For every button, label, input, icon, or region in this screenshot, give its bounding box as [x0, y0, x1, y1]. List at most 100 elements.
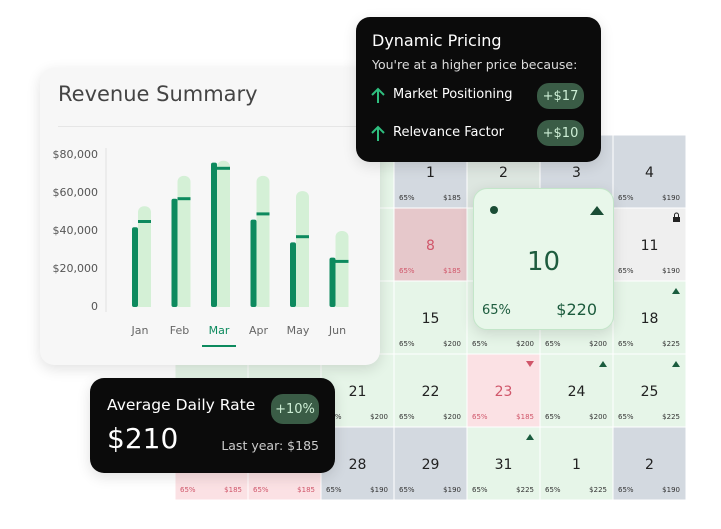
- day-number: 1: [572, 457, 581, 473]
- day-pct: 65%: [472, 340, 488, 348]
- day-cell: [540, 427, 613, 500]
- day-price: $190: [662, 267, 680, 275]
- day-number: 29: [422, 457, 440, 473]
- up-icon: [590, 206, 604, 215]
- day-price: $200: [589, 413, 607, 421]
- day-pct: 65%: [399, 194, 415, 202]
- bar: [290, 242, 296, 307]
- lock-icon: [673, 217, 680, 222]
- day-price: $200: [516, 340, 534, 348]
- day-cell: [394, 281, 467, 354]
- adr-card: Average Daily Rate $210 +10% Last year: …: [90, 378, 335, 473]
- bar-background-foot: [335, 301, 349, 307]
- day-pct: 65%: [472, 486, 488, 494]
- day-number: 18: [641, 311, 659, 327]
- day-pct: 65%: [253, 486, 269, 494]
- up-icon: [672, 288, 680, 294]
- bar-background-foot: [296, 301, 309, 307]
- day-price: $185: [443, 267, 461, 275]
- bar-background: [256, 175, 270, 307]
- day-number: 15: [422, 311, 440, 327]
- day-price: $185: [297, 486, 315, 494]
- adr-last-year: Last year: $185: [221, 438, 319, 453]
- bar: [329, 257, 336, 307]
- up-icon: [672, 361, 680, 367]
- day-pct: 65%: [618, 486, 634, 494]
- bar-background-foot: [138, 301, 151, 307]
- x-tick-label: Mar: [209, 324, 230, 337]
- arrows: [371, 87, 385, 141]
- day-number: 23: [495, 384, 513, 400]
- y-tick-label: $60,000: [53, 186, 99, 199]
- tile-price: $220: [556, 300, 597, 319]
- bar: [171, 198, 178, 307]
- day-price: $200: [443, 413, 461, 421]
- bar-background: [335, 231, 349, 307]
- day-pct: 65%: [545, 413, 561, 421]
- day-price: $190: [443, 486, 461, 494]
- day-pct: 65%: [545, 340, 561, 348]
- day-price: $225: [589, 486, 607, 494]
- pricing-title: Dynamic Pricing: [372, 31, 502, 50]
- y-tick-label: 0: [91, 300, 98, 313]
- day-number: 2: [645, 457, 654, 473]
- tile-pct: 65%: [482, 303, 511, 318]
- day-cell: [394, 354, 467, 427]
- day-cell: [613, 135, 686, 208]
- bar: [132, 227, 138, 307]
- day-price: $200: [443, 340, 461, 348]
- day-price: $190: [662, 486, 680, 494]
- factor-amount: +$10: [537, 120, 584, 146]
- bar-background: [217, 160, 230, 307]
- bar-background: [177, 175, 191, 307]
- bar-background-foot: [217, 301, 230, 307]
- dot: [490, 206, 498, 214]
- x-tick-label: Apr: [249, 324, 269, 337]
- day-price: $225: [516, 486, 534, 494]
- day-cell: [394, 208, 467, 281]
- target-marker: [296, 235, 309, 239]
- bar-background-foot: [256, 301, 270, 307]
- day-pct: 65%: [618, 194, 634, 202]
- factor-label: Relevance Factor: [393, 125, 505, 140]
- day-price: $200: [370, 413, 388, 421]
- y-tick-label: $20,000: [53, 262, 99, 275]
- day-pct: 65%: [180, 486, 196, 494]
- bar-background: [138, 206, 151, 307]
- day-pct: 65%: [326, 486, 342, 494]
- bar: [250, 219, 257, 307]
- day-pct: 65%: [618, 340, 634, 348]
- x-tick-label: Jan: [131, 324, 149, 337]
- chart: $60,000 $80,000 $40,000 $20,000 0 Jan Feb Mar Ap…: [53, 148, 349, 347]
- day-number: 24: [568, 384, 586, 400]
- day-pct: 65%: [618, 267, 634, 275]
- pricing-subtitle: You're at a higher price because:: [372, 57, 578, 72]
- selected-day[interactable]: 10 65% $220: [473, 188, 614, 330]
- bar: [211, 162, 217, 307]
- target-marker: [335, 259, 349, 263]
- day-pct: 65%: [399, 413, 415, 421]
- up-icon: [599, 361, 607, 367]
- day-number: 22: [422, 384, 440, 400]
- day-pct: 65%: [618, 413, 634, 421]
- day-price: $185: [224, 486, 242, 494]
- day-price: $190: [662, 194, 680, 202]
- day-pct: 65%: [472, 413, 488, 421]
- lock-icon: [674, 212, 679, 217]
- day-price: $225: [662, 413, 680, 421]
- day-number: 25: [641, 384, 659, 400]
- active-underline: [202, 345, 236, 347]
- y-tick-label: $80,000: [53, 148, 99, 161]
- day-number: 28: [349, 457, 367, 473]
- target-marker: [256, 212, 270, 216]
- day-price: $200: [589, 340, 607, 348]
- tile-icons: [490, 206, 604, 215]
- factor-amount: +$17: [537, 83, 584, 109]
- target-marker: [217, 166, 230, 170]
- divider: [58, 126, 368, 127]
- bar-background: [296, 191, 309, 307]
- pricing-popover: Dynamic Pricing You're at a higher price…: [356, 17, 601, 162]
- tile-day: 10: [526, 247, 561, 277]
- x-tick-label: May: [287, 324, 310, 337]
